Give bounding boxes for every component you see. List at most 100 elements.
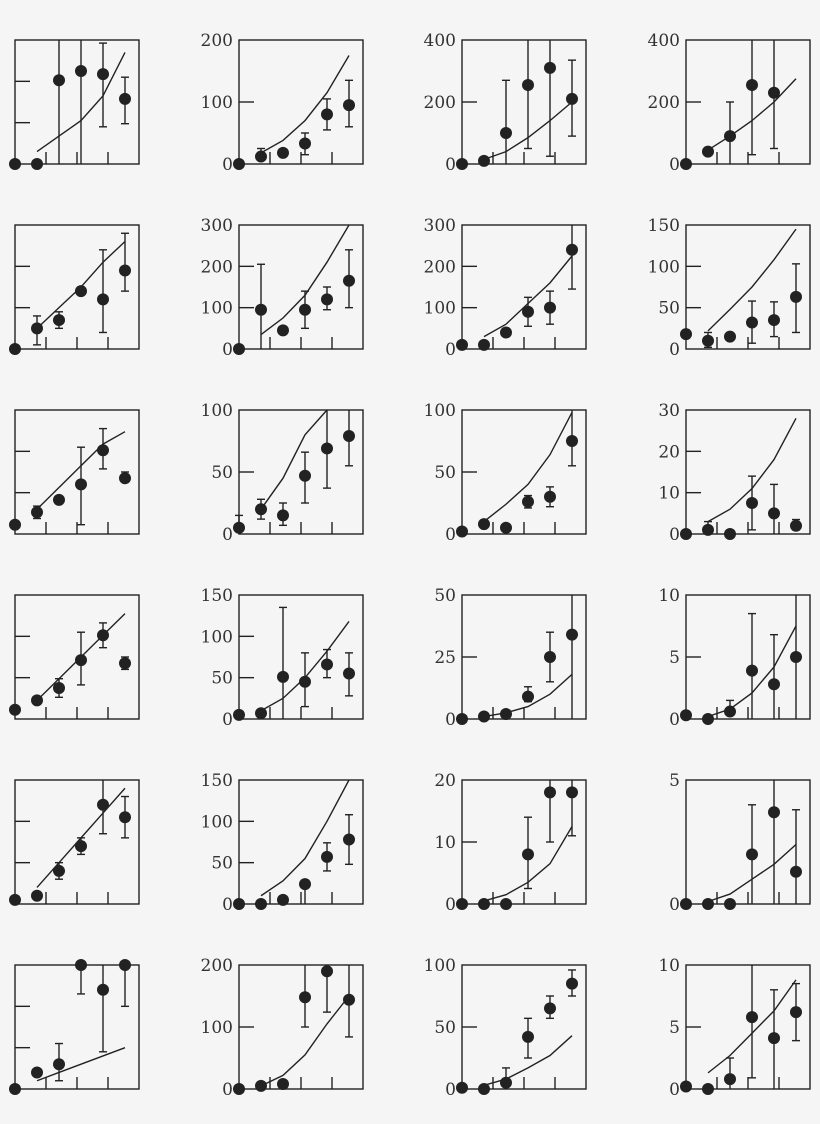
data-point — [478, 710, 490, 723]
panel-r3-c0 — [9, 594, 140, 720]
data-point — [9, 343, 21, 355]
data-point — [680, 158, 692, 170]
data-point — [75, 654, 87, 667]
data-point — [31, 889, 43, 902]
data-point — [790, 519, 802, 532]
model-curve — [483, 673, 573, 718]
data-point — [724, 1073, 736, 1086]
y-tick-label: 100 — [424, 956, 456, 976]
y-tick-label: 150 — [201, 771, 233, 791]
data-point — [500, 898, 512, 910]
y-tick-label: 0 — [669, 1080, 680, 1100]
panel-r1-c2: 0 100 200 300 — [424, 216, 587, 360]
panel-r0-c2: 0 200 400 — [424, 31, 587, 175]
data-point — [522, 78, 534, 91]
panel-r5-c1: 0 100 200 — [201, 956, 364, 1100]
data-point — [255, 898, 267, 910]
data-point — [790, 290, 802, 303]
y-tick-label: 100 — [424, 299, 456, 319]
data-point — [456, 158, 468, 170]
data-point — [702, 1083, 714, 1095]
panel-r1-c1: 0 100 200 300 — [201, 216, 364, 360]
panel-r3-c3: 0 5 10 — [658, 586, 811, 730]
data-point — [75, 285, 87, 298]
data-point — [702, 523, 714, 536]
y-tick-label: 200 — [201, 31, 233, 51]
panel-r0-c3: 0 200 400 — [648, 31, 811, 175]
data-point — [522, 305, 534, 318]
data-point — [9, 1083, 21, 1095]
data-point — [321, 108, 333, 121]
data-point — [53, 864, 65, 877]
y-tick-label: 0 — [669, 895, 680, 915]
y-tick-label: 50 — [211, 669, 233, 689]
y-tick-label: 0 — [222, 710, 233, 730]
y-tick-label: 400 — [424, 31, 456, 51]
data-point — [680, 528, 692, 540]
plot-frame — [238, 224, 364, 350]
panel-r3-c1: 0 50 100 150 — [201, 586, 364, 730]
data-point — [500, 1076, 512, 1089]
y-tick-label: 0 — [445, 340, 456, 360]
plot-frame — [461, 779, 587, 905]
data-point — [277, 324, 289, 337]
model-curve — [707, 228, 797, 332]
data-point — [702, 334, 714, 347]
data-point — [456, 1081, 468, 1094]
data-point — [97, 444, 109, 457]
data-point — [522, 495, 534, 508]
data-point — [522, 848, 534, 861]
panel-r3-c2: 0 25 50 — [434, 586, 587, 730]
data-point — [500, 708, 512, 721]
panel-r4-c1: 0 50 100 150 — [201, 771, 364, 915]
plot-frame — [685, 964, 811, 1090]
data-point — [277, 509, 289, 522]
data-point — [255, 303, 267, 316]
model-curve — [260, 779, 350, 897]
data-point — [790, 865, 802, 878]
data-point — [53, 314, 65, 327]
model-curve — [483, 1035, 573, 1086]
data-point — [500, 326, 512, 339]
data-point — [75, 959, 87, 971]
plot-frame — [238, 594, 364, 720]
y-tick-label: 0 — [669, 155, 680, 175]
data-point — [31, 158, 43, 170]
data-point — [321, 442, 333, 455]
data-point — [233, 708, 245, 721]
y-tick-label: 0 — [222, 1080, 233, 1100]
model-curve — [260, 55, 350, 154]
plot-frame — [461, 409, 587, 535]
model-curve — [483, 412, 573, 523]
model-curve — [260, 409, 328, 510]
data-point — [456, 525, 468, 538]
data-point — [702, 898, 714, 910]
data-point — [702, 145, 714, 158]
y-tick-label: 0 — [445, 155, 456, 175]
data-point — [299, 469, 311, 482]
data-point — [724, 528, 736, 540]
data-point — [119, 264, 131, 277]
data-point — [75, 65, 87, 77]
data-point — [53, 493, 65, 506]
y-tick-label: 100 — [201, 627, 233, 647]
data-point — [456, 898, 468, 910]
data-point — [522, 690, 534, 703]
panel-r2-c1: 0 50 100 — [201, 401, 364, 545]
y-tick-label: 150 — [201, 586, 233, 606]
data-point — [9, 703, 21, 716]
data-point — [724, 130, 736, 143]
panel-r5-c0 — [9, 959, 140, 1095]
data-point — [544, 651, 556, 663]
y-tick-label: 50 — [211, 463, 233, 483]
y-tick-label: 200 — [424, 93, 456, 113]
y-tick-label: 200 — [201, 257, 233, 277]
data-point — [566, 243, 578, 256]
data-point — [299, 137, 311, 150]
data-point — [768, 507, 780, 520]
y-tick-label: 20 — [434, 771, 456, 791]
y-tick-label: 0 — [445, 1080, 456, 1100]
data-point — [75, 478, 87, 491]
data-point — [456, 713, 468, 725]
data-point — [343, 274, 355, 287]
